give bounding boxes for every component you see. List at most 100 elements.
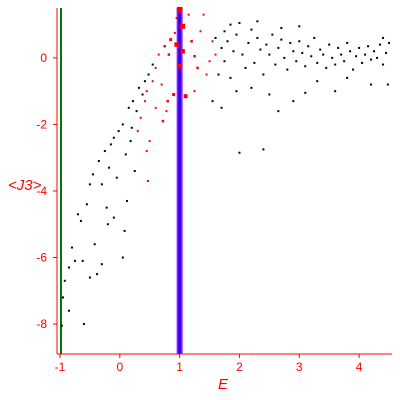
data-point-black	[298, 25, 301, 28]
data-point-black	[292, 50, 295, 53]
data-point-black	[220, 106, 223, 109]
data-point-black	[286, 68, 289, 71]
data-point-black	[127, 106, 130, 109]
data-point-red	[166, 99, 169, 103]
data-point-black	[67, 266, 70, 269]
data-point-black	[93, 243, 96, 246]
data-point-black	[247, 41, 250, 44]
data-point-black	[91, 173, 94, 176]
data-point-black	[334, 90, 337, 93]
data-point-black	[322, 53, 325, 56]
data-point-black	[238, 151, 241, 154]
data-point-black	[280, 26, 283, 29]
data-point-black	[355, 55, 358, 58]
data-point-black	[211, 100, 214, 103]
data-point-red	[165, 110, 168, 113]
data-point-black	[325, 66, 328, 69]
data-point-black	[79, 219, 82, 222]
data-point-red	[145, 150, 148, 153]
data-point-black	[277, 46, 280, 49]
data-point-red	[157, 53, 160, 56]
y-tick-label: -8	[36, 317, 47, 331]
data-point-black	[265, 43, 268, 46]
data-point-black	[217, 73, 220, 76]
data-point-red	[177, 63, 182, 69]
data-point-black	[292, 100, 295, 103]
data-point-red	[205, 73, 208, 76]
data-point-black	[310, 55, 313, 58]
data-point-black	[97, 160, 100, 163]
data-point-red	[196, 66, 199, 70]
data-point-black	[259, 48, 262, 51]
y-tick-label: -4	[36, 184, 47, 198]
data-point-red	[172, 93, 176, 96]
data-point-black	[262, 73, 265, 76]
data-point-red	[187, 13, 190, 16]
data-point-black	[238, 21, 241, 24]
data-point-black	[229, 76, 232, 79]
data-point-black	[81, 259, 84, 262]
data-point-red	[154, 66, 157, 69]
data-point-black	[121, 123, 124, 126]
data-point-black	[82, 323, 85, 326]
data-point-black	[85, 203, 88, 206]
data-point-black	[367, 45, 370, 48]
data-point-black	[313, 36, 316, 39]
data-point-black	[274, 63, 277, 66]
data-point-black	[376, 56, 379, 59]
data-point-black	[271, 33, 274, 36]
data-point-black	[131, 100, 134, 103]
data-point-black	[117, 130, 120, 133]
data-point-black	[386, 83, 389, 86]
data-point-black	[88, 276, 91, 279]
y-tick-label: 0	[40, 51, 47, 65]
data-point-black	[105, 206, 108, 209]
x-tick-label: 4	[356, 360, 363, 374]
data-point-black	[346, 76, 349, 79]
data-point-red	[175, 16, 178, 19]
data-point-black	[100, 183, 103, 186]
data-point-black	[73, 259, 76, 262]
data-point-black	[319, 48, 322, 51]
data-point-black	[256, 20, 259, 23]
data-point-black	[226, 40, 229, 43]
y-tick-label: -6	[36, 251, 47, 265]
data-point-black	[304, 91, 307, 94]
data-point-red	[154, 106, 157, 109]
data-point-black	[268, 53, 271, 56]
data-point-black	[340, 53, 343, 56]
data-point-black	[358, 46, 361, 49]
x-tick-label: 3	[296, 360, 303, 374]
data-point-black	[253, 61, 256, 64]
data-point-black	[250, 28, 253, 31]
data-point-red	[136, 130, 139, 133]
data-point-red	[151, 80, 154, 83]
data-point-black	[147, 73, 150, 76]
x-tick-label: 1	[176, 360, 183, 374]
data-point-black	[214, 36, 217, 39]
data-point-black	[295, 60, 298, 63]
data-point-black	[307, 45, 310, 48]
data-point-black	[229, 23, 232, 26]
data-point-black	[109, 143, 112, 146]
data-point-black	[223, 30, 226, 33]
data-point-black	[316, 80, 319, 83]
data-point-red	[190, 40, 193, 43]
data-point-black	[124, 153, 127, 156]
data-point-red	[139, 116, 142, 119]
data-point-black	[250, 86, 253, 89]
data-point-red	[183, 94, 188, 99]
data-point-black	[121, 256, 124, 259]
data-points	[60, 6, 391, 327]
data-point-black	[388, 41, 391, 44]
data-point-red	[208, 60, 211, 63]
data-point-black	[364, 53, 367, 56]
data-point-black	[223, 60, 226, 63]
data-point-red	[169, 38, 173, 42]
data-point-black	[235, 33, 238, 36]
data-point-black	[244, 66, 247, 69]
data-point-black	[115, 176, 118, 179]
data-point-black	[100, 263, 103, 266]
vertical-line-blue	[178, 8, 182, 354]
data-point-black	[385, 51, 388, 54]
